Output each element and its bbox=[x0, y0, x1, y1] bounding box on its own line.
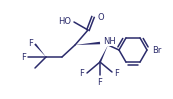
Text: HO: HO bbox=[58, 17, 71, 26]
Polygon shape bbox=[99, 45, 108, 62]
Text: F: F bbox=[98, 78, 102, 87]
Text: Br: Br bbox=[152, 46, 161, 55]
Text: F: F bbox=[28, 39, 33, 48]
Polygon shape bbox=[75, 42, 100, 45]
Polygon shape bbox=[34, 43, 46, 57]
Text: O: O bbox=[97, 12, 104, 21]
Text: F: F bbox=[21, 52, 26, 61]
Text: NH: NH bbox=[103, 37, 116, 46]
Text: F: F bbox=[79, 69, 84, 79]
Text: F: F bbox=[114, 69, 119, 78]
